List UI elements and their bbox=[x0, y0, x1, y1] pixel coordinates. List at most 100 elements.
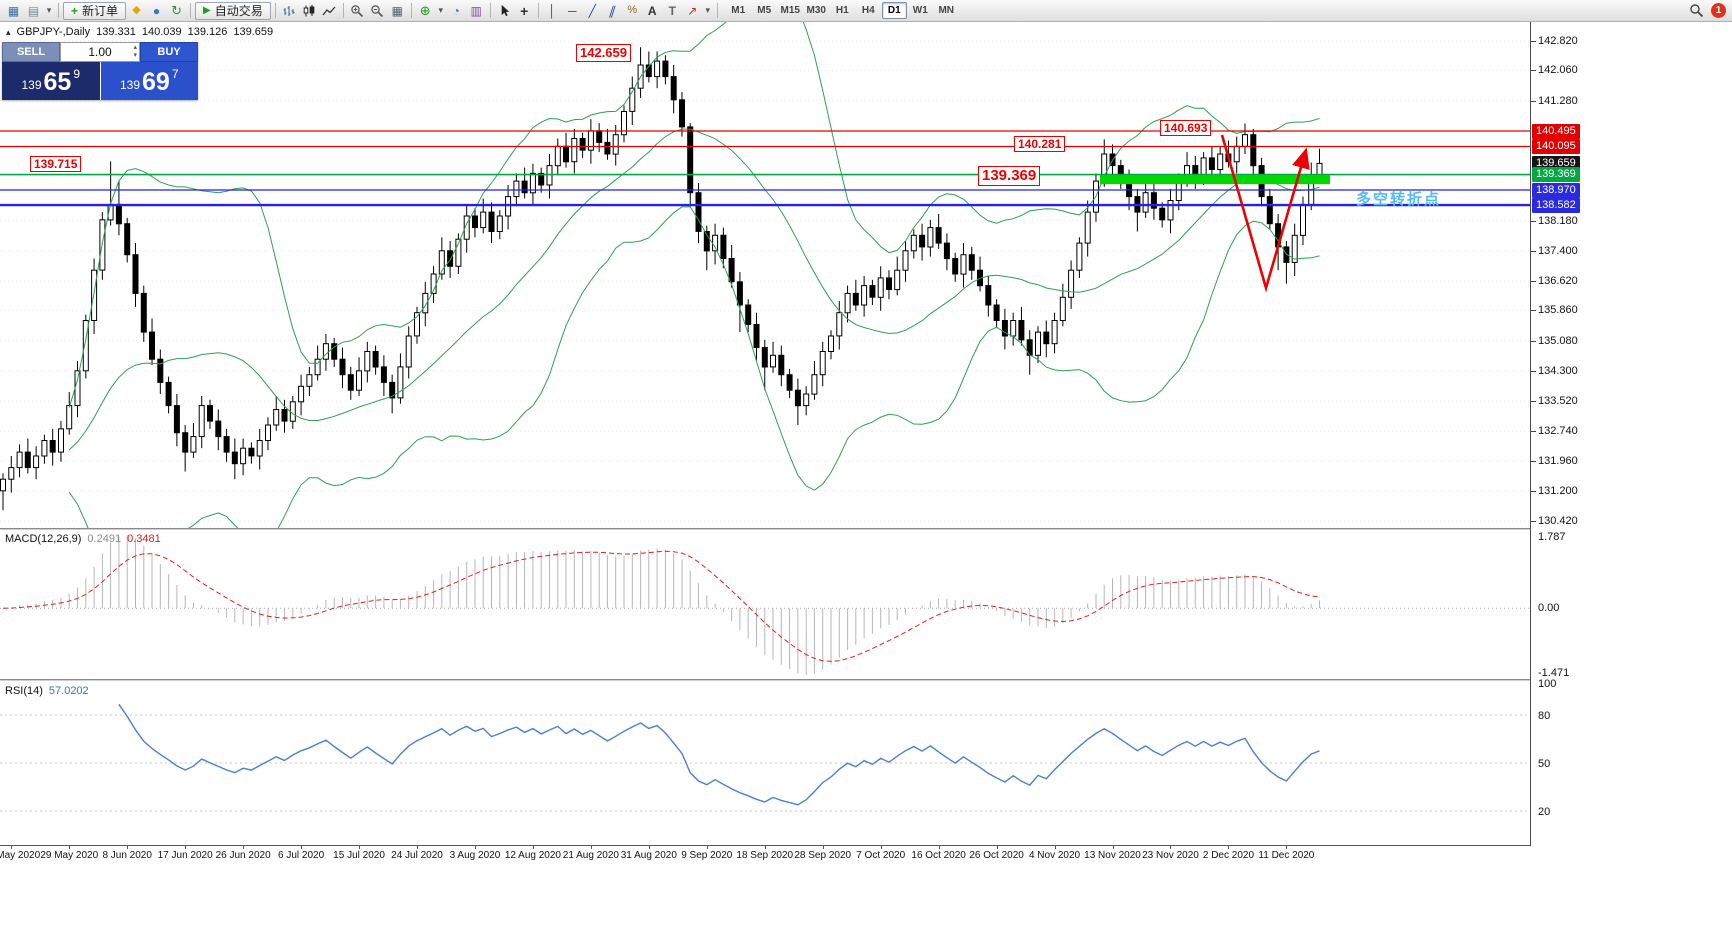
label-icon[interactable]: T bbox=[668, 3, 676, 18]
profiles-icon[interactable]: ▤ bbox=[27, 3, 40, 18]
sell-price-main: 139 bbox=[21, 78, 42, 92]
timeframe-d1[interactable]: D1 bbox=[881, 2, 907, 19]
date-label: 4 Nov 2020 bbox=[1028, 850, 1081, 861]
arrows-dropdown-icon[interactable]: ▾ bbox=[705, 5, 711, 15]
timeframe-w1[interactable]: W1 bbox=[908, 2, 933, 19]
line-chart-icon[interactable] bbox=[320, 2, 339, 20]
candlestick-icon[interactable] bbox=[300, 2, 319, 20]
chevron-down-icon[interactable]: ▾ bbox=[46, 5, 52, 15]
new-order-button[interactable]: + 新订单 bbox=[63, 1, 127, 20]
price-callout[interactable]: 142.659 bbox=[576, 44, 631, 62]
price-callout[interactable]: 139.369 bbox=[978, 166, 1041, 186]
date-label: 28 Sep 2020 bbox=[794, 850, 852, 861]
panel-separator[interactable] bbox=[0, 679, 1732, 681]
trendline-icon[interactable]: ╱ bbox=[588, 3, 596, 18]
price-callout[interactable]: 140.281 bbox=[1014, 136, 1066, 153]
indicators-icon[interactable]: ⊕ bbox=[419, 3, 431, 18]
indicators-dropdown-icon[interactable]: ▾ bbox=[438, 5, 444, 15]
stepper-up-icon[interactable]: ▴ bbox=[133, 44, 137, 51]
macd-value-main: 0.2491 bbox=[87, 533, 122, 545]
date-label: 9 Sep 2020 bbox=[681, 850, 733, 861]
sell-price-display[interactable]: 139 65 9 bbox=[2, 62, 100, 100]
price-axis-label: 137.400 bbox=[1538, 244, 1578, 257]
lot-stepper[interactable]: ▴ ▾ bbox=[133, 44, 137, 60]
price-callout[interactable]: 139.715 bbox=[30, 156, 82, 173]
date-label: 24 Jul 2020 bbox=[391, 850, 443, 861]
rsi-canvas[interactable] bbox=[0, 681, 1530, 846]
timeframe-h1[interactable]: H1 bbox=[830, 2, 855, 19]
macd-indicator-label: MACD(12,26,9) 0.2491 0.3481 bbox=[5, 533, 161, 545]
new-chart-icon[interactable]: ▦ bbox=[7, 3, 20, 18]
support-zone-annotation[interactable] bbox=[1100, 175, 1330, 185]
template-icon[interactable]: ▥ bbox=[470, 3, 482, 18]
clock-icon[interactable]: ◔ bbox=[452, 3, 460, 18]
date-tick bbox=[764, 846, 766, 849]
zoom-in-icon[interactable] bbox=[348, 2, 367, 20]
stepper-down-icon[interactable]: ▾ bbox=[133, 52, 137, 59]
panel-expander-icon[interactable]: ▴ bbox=[6, 26, 11, 37]
date-tick bbox=[938, 846, 940, 849]
cursor-icon[interactable] bbox=[495, 2, 514, 20]
zoom-out-icon[interactable] bbox=[368, 2, 387, 20]
price-axis-tick bbox=[1531, 250, 1536, 252]
price-tag: 140.095 bbox=[1532, 138, 1580, 154]
text-icon[interactable]: A bbox=[647, 3, 657, 18]
macd-axis-label: 1.787 bbox=[1538, 531, 1566, 543]
main-chart-canvas[interactable] bbox=[0, 22, 1530, 529]
bar-chart-icon[interactable] bbox=[280, 2, 299, 20]
crosshair-icon[interactable]: + bbox=[520, 2, 529, 19]
price-axis-tick bbox=[1531, 41, 1536, 42]
notification-badge[interactable]: 1 bbox=[1711, 3, 1726, 18]
horizontal-level-lines[interactable] bbox=[0, 130, 1530, 207]
rsi-axis-label: 50 bbox=[1538, 758, 1551, 770]
timeframe-h4[interactable]: H4 bbox=[856, 2, 881, 19]
lot-size-input[interactable]: 1.00 ▴ ▾ bbox=[60, 42, 140, 62]
price-axis-tick bbox=[1531, 461, 1536, 463]
date-tick bbox=[11, 846, 13, 849]
macd-canvas[interactable] bbox=[0, 529, 1530, 680]
timeframe-m30[interactable]: M30 bbox=[804, 2, 829, 19]
ohlc-high: 140.039 bbox=[141, 26, 182, 38]
date-label: 11 Dec 2020 bbox=[1258, 850, 1315, 861]
channel-icon[interactable]: ∥ bbox=[606, 3, 618, 18]
refresh-icon[interactable]: ↻ bbox=[171, 3, 182, 18]
price-axis[interactable]: 142.820 142.060 141.280 138.180 137.400 136.6… bbox=[1530, 22, 1732, 846]
date-label: 15 Jul 2020 bbox=[333, 850, 385, 861]
date-tick bbox=[243, 846, 245, 849]
fibonacci-icon[interactable]: % bbox=[627, 4, 638, 16]
buy-button[interactable]: BUY bbox=[140, 42, 198, 62]
macd-axis-label: 0.00 bbox=[1538, 602, 1560, 615]
candles[interactable] bbox=[0, 47, 1323, 511]
panel-separator[interactable] bbox=[0, 528, 1732, 530]
date-tick bbox=[69, 846, 71, 849]
timeframe-m5[interactable]: M5 bbox=[752, 2, 777, 19]
turning-point-label[interactable]: 多空转折点 bbox=[1356, 191, 1442, 208]
diamond-icon[interactable]: ◆ bbox=[132, 4, 141, 16]
price-callout[interactable]: 140.693 bbox=[1160, 120, 1212, 137]
date-label: 18 Sep 2020 bbox=[736, 850, 794, 861]
arrows-icon[interactable]: ↗ bbox=[687, 3, 698, 18]
sell-button[interactable]: SELL bbox=[2, 42, 60, 62]
date-label: 26 Jun 2020 bbox=[215, 850, 271, 861]
buy-price-display[interactable]: 139 69 7 bbox=[100, 62, 198, 100]
toolbar-separator bbox=[274, 3, 276, 18]
toolbar-separator bbox=[410, 3, 412, 18]
globe-icon[interactable]: ● bbox=[152, 3, 161, 18]
price-axis-label: 138.180 bbox=[1538, 214, 1578, 227]
vertical-line-icon[interactable]: │ bbox=[548, 3, 557, 18]
v-reversal-arrow-annotation[interactable] bbox=[1220, 134, 1310, 293]
timeframe-mn[interactable]: MN bbox=[934, 2, 959, 19]
date-tick bbox=[1228, 846, 1230, 849]
timeframe-m15[interactable]: M15 bbox=[778, 2, 803, 19]
search-icon[interactable] bbox=[1687, 2, 1706, 20]
date-label: 20 May 2020 bbox=[0, 850, 41, 861]
horizontal-line-icon[interactable]: ─ bbox=[567, 3, 577, 18]
tile-windows-icon[interactable]: ▦ bbox=[391, 3, 403, 18]
date-label: 2 Dec 2020 bbox=[1202, 850, 1255, 861]
macd-axis-label: -1.471 bbox=[1538, 667, 1570, 679]
price-axis-label: 135.860 bbox=[1538, 304, 1578, 317]
date-label: 12 Aug 2020 bbox=[504, 850, 561, 861]
autotrading-button[interactable]: ▶ 自动交易 bbox=[195, 1, 271, 20]
timeframe-m1[interactable]: M1 bbox=[726, 2, 751, 19]
